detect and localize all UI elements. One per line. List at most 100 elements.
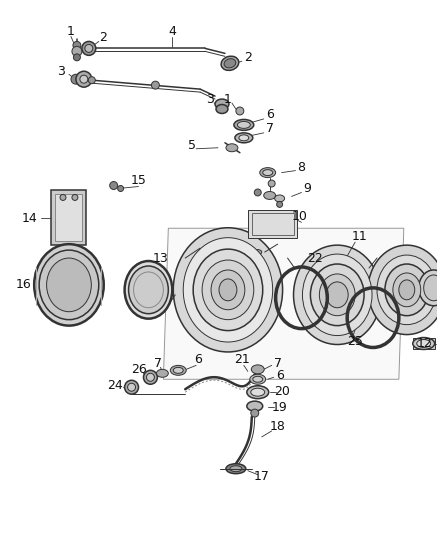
Text: 7: 7	[266, 123, 274, 135]
Circle shape	[72, 195, 78, 200]
Ellipse shape	[226, 464, 246, 474]
Text: 19: 19	[272, 401, 287, 414]
Text: 2: 2	[244, 51, 252, 64]
Text: 16: 16	[15, 278, 31, 292]
Text: 7: 7	[154, 357, 162, 370]
Text: 10: 10	[292, 210, 307, 223]
Ellipse shape	[226, 144, 238, 152]
Ellipse shape	[251, 365, 264, 374]
Text: 6: 6	[194, 353, 202, 366]
Ellipse shape	[393, 273, 421, 307]
Ellipse shape	[399, 280, 415, 300]
Text: 1: 1	[224, 93, 232, 106]
Ellipse shape	[193, 249, 263, 330]
Ellipse shape	[216, 104, 228, 114]
Ellipse shape	[424, 275, 438, 301]
Ellipse shape	[247, 401, 263, 411]
Ellipse shape	[419, 270, 438, 306]
Text: 1: 1	[67, 25, 75, 38]
Text: 20: 20	[274, 385, 290, 398]
Text: 6: 6	[266, 109, 274, 122]
Circle shape	[254, 189, 261, 196]
Ellipse shape	[417, 340, 431, 348]
Text: 5: 5	[188, 139, 196, 152]
Circle shape	[118, 185, 124, 191]
Ellipse shape	[224, 59, 236, 68]
Circle shape	[251, 409, 259, 417]
Text: 21: 21	[234, 353, 250, 366]
Circle shape	[277, 201, 283, 207]
Bar	[51, 190, 86, 245]
Text: 17: 17	[254, 470, 270, 483]
Text: 25: 25	[347, 335, 363, 348]
Circle shape	[82, 42, 96, 55]
Ellipse shape	[254, 249, 262, 255]
Ellipse shape	[319, 274, 355, 316]
Text: 11: 11	[351, 230, 367, 243]
Circle shape	[85, 44, 93, 52]
Circle shape	[80, 75, 88, 83]
Circle shape	[124, 380, 138, 394]
Ellipse shape	[170, 365, 186, 375]
Text: 14: 14	[21, 212, 37, 225]
Text: 7: 7	[274, 357, 282, 370]
Text: 24: 24	[107, 379, 123, 392]
Ellipse shape	[263, 169, 273, 175]
Ellipse shape	[173, 228, 283, 352]
Ellipse shape	[124, 261, 172, 319]
Text: 6: 6	[276, 369, 283, 382]
Ellipse shape	[385, 264, 429, 316]
Ellipse shape	[34, 244, 104, 326]
Ellipse shape	[211, 270, 245, 310]
Ellipse shape	[293, 245, 381, 344]
Text: 22: 22	[307, 252, 323, 264]
Ellipse shape	[173, 367, 183, 373]
Ellipse shape	[253, 376, 263, 382]
Circle shape	[88, 77, 95, 84]
Text: 2: 2	[99, 31, 107, 44]
Circle shape	[76, 71, 92, 87]
Text: 4: 4	[168, 25, 176, 38]
Ellipse shape	[251, 388, 265, 396]
Bar	[413, 337, 434, 350]
Ellipse shape	[215, 99, 229, 109]
Ellipse shape	[239, 135, 249, 141]
Ellipse shape	[326, 282, 348, 308]
Circle shape	[236, 107, 244, 115]
Ellipse shape	[230, 466, 242, 472]
Circle shape	[268, 180, 275, 187]
Circle shape	[146, 373, 155, 381]
Circle shape	[127, 383, 135, 391]
Ellipse shape	[275, 195, 285, 202]
Ellipse shape	[183, 238, 273, 342]
Bar	[252, 213, 293, 235]
Ellipse shape	[129, 266, 168, 314]
Ellipse shape	[250, 374, 266, 384]
Text: 26: 26	[131, 363, 146, 376]
Circle shape	[73, 42, 81, 50]
Text: 15: 15	[131, 174, 146, 187]
Ellipse shape	[377, 255, 437, 325]
Circle shape	[71, 74, 81, 84]
Text: 8: 8	[297, 161, 305, 174]
Text: 18: 18	[270, 421, 286, 433]
Bar	[248, 211, 297, 238]
Ellipse shape	[235, 133, 253, 143]
Bar	[55, 195, 82, 241]
Text: 3: 3	[206, 93, 214, 106]
Ellipse shape	[234, 119, 254, 131]
Text: 13: 13	[152, 252, 168, 264]
Ellipse shape	[303, 254, 372, 336]
Ellipse shape	[264, 191, 276, 199]
Ellipse shape	[368, 245, 438, 335]
Ellipse shape	[202, 260, 254, 320]
Polygon shape	[163, 228, 404, 379]
Ellipse shape	[39, 250, 99, 320]
Text: 3: 3	[57, 64, 65, 78]
Circle shape	[152, 81, 159, 89]
Ellipse shape	[46, 258, 91, 312]
Ellipse shape	[221, 56, 239, 70]
Circle shape	[72, 46, 82, 56]
Text: 9: 9	[304, 182, 311, 195]
Circle shape	[60, 195, 66, 200]
